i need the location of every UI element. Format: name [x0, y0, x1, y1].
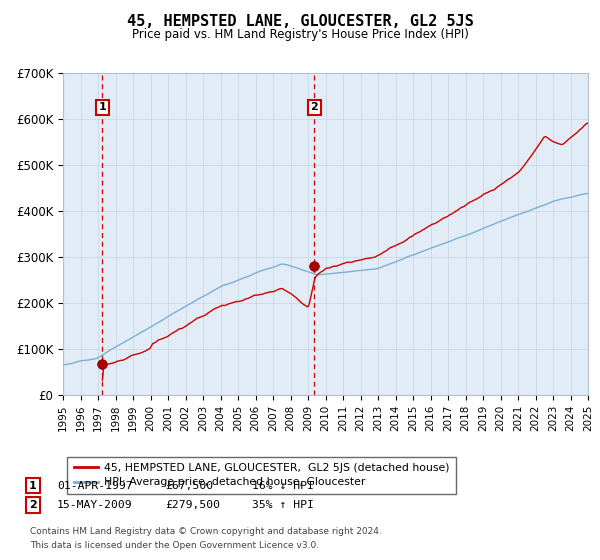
Text: 2: 2 — [29, 500, 37, 510]
Text: 01-APR-1997: 01-APR-1997 — [57, 480, 133, 491]
Text: £67,500: £67,500 — [165, 480, 213, 491]
Text: 2: 2 — [311, 102, 319, 113]
Text: Contains HM Land Registry data © Crown copyright and database right 2024.: Contains HM Land Registry data © Crown c… — [30, 527, 382, 536]
Text: £279,500: £279,500 — [165, 500, 220, 510]
Text: 15-MAY-2009: 15-MAY-2009 — [57, 500, 133, 510]
Text: 45, HEMPSTED LANE, GLOUCESTER, GL2 5JS: 45, HEMPSTED LANE, GLOUCESTER, GL2 5JS — [127, 14, 473, 29]
Legend: 45, HEMPSTED LANE, GLOUCESTER,  GL2 5JS (detached house), HPI: Average price, de: 45, HEMPSTED LANE, GLOUCESTER, GL2 5JS (… — [67, 456, 456, 494]
Text: This data is licensed under the Open Government Licence v3.0.: This data is licensed under the Open Gov… — [30, 541, 319, 550]
Text: 1: 1 — [29, 480, 37, 491]
Text: 16% ↓ HPI: 16% ↓ HPI — [252, 480, 314, 491]
Text: 35% ↑ HPI: 35% ↑ HPI — [252, 500, 314, 510]
Text: Price paid vs. HM Land Registry's House Price Index (HPI): Price paid vs. HM Land Registry's House … — [131, 28, 469, 41]
Text: 1: 1 — [98, 102, 106, 113]
